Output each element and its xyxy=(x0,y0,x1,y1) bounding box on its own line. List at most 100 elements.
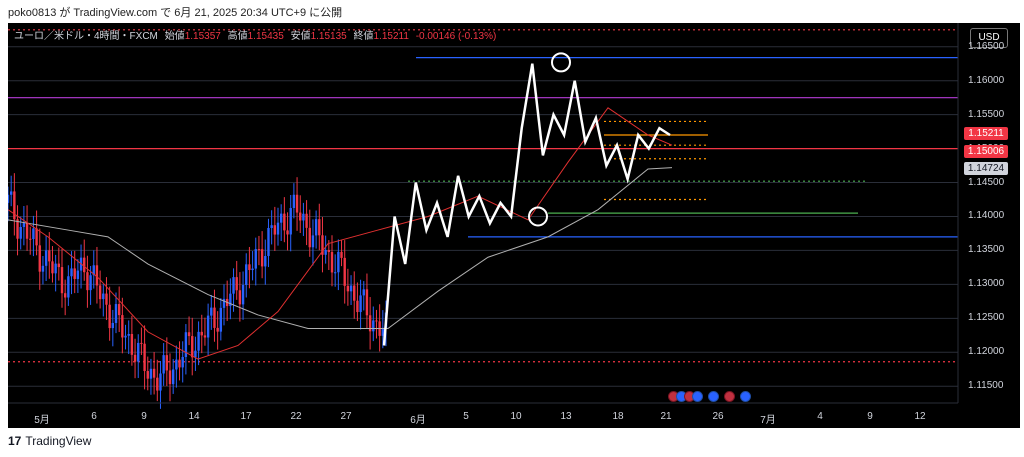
candle-body xyxy=(283,213,286,231)
candle-body xyxy=(276,222,280,235)
candle-body xyxy=(267,227,270,256)
time-tick-label: 10 xyxy=(510,411,522,422)
candle-body xyxy=(83,257,86,273)
candle-body xyxy=(349,285,353,292)
time-tick-label: 5月 xyxy=(34,415,50,426)
close-label: 終値 xyxy=(353,31,374,42)
candle-body xyxy=(127,333,130,336)
time-tick-label: 12 xyxy=(914,411,926,422)
candle-body xyxy=(213,307,216,328)
candle-body xyxy=(372,320,375,332)
close-value: 1.15211 xyxy=(373,31,409,42)
candle-body xyxy=(175,359,178,370)
swing-low-marker xyxy=(528,206,548,227)
economic-event-icon[interactable] xyxy=(692,391,703,402)
price-tick-label: 1.16000 xyxy=(968,74,1005,86)
candle-body xyxy=(60,267,64,294)
candle-body xyxy=(181,356,184,368)
candle-body xyxy=(365,289,369,316)
time-tick-label: 6 xyxy=(91,411,97,422)
candle-body xyxy=(156,377,159,391)
candle-body xyxy=(264,255,267,267)
currency-button[interactable]: USD xyxy=(970,28,1008,48)
candle-body xyxy=(152,368,156,378)
candle-body xyxy=(149,368,153,379)
candle-body xyxy=(248,264,251,271)
level-price-tag: 1.15006 xyxy=(964,144,1008,158)
candle-body xyxy=(76,270,80,279)
time-tick-label: 6月 xyxy=(410,415,426,426)
candle-body xyxy=(57,263,61,268)
candle-body xyxy=(219,307,223,332)
last-price-tag: 1.15211 xyxy=(964,127,1008,141)
fast-moving-average-line xyxy=(8,107,673,360)
candle-body xyxy=(346,285,350,292)
low-label: 安値 xyxy=(290,31,311,42)
candle-body xyxy=(245,264,248,285)
economic-event-icon[interactable] xyxy=(708,391,719,402)
candle-body xyxy=(216,327,219,332)
time-tick-label: 9 xyxy=(141,411,147,422)
candle-body xyxy=(257,249,261,251)
candle-body xyxy=(330,252,334,273)
time-tick-label: 18 xyxy=(612,411,624,422)
candle-body xyxy=(22,223,26,227)
candle-body xyxy=(32,228,35,240)
candle-body xyxy=(168,370,172,385)
time-tick-label: 9 xyxy=(867,411,873,422)
price-tick-label: 1.12500 xyxy=(968,312,1005,324)
candle-body xyxy=(197,331,200,351)
footer-brand: 17 TradingView xyxy=(8,434,91,448)
candle-body xyxy=(48,250,51,262)
candle-body xyxy=(38,245,41,272)
change-value: -0.00146 (-0.13%) xyxy=(415,31,497,42)
candle-body xyxy=(222,298,226,308)
candle-body xyxy=(340,251,343,258)
candle-body xyxy=(353,285,356,301)
candle-body xyxy=(54,263,57,274)
candle-body xyxy=(114,304,118,323)
candle-body xyxy=(178,359,181,368)
chart-svg[interactable] xyxy=(8,23,1020,428)
candle-body xyxy=(318,219,321,236)
candle-body xyxy=(206,315,210,338)
candle-body xyxy=(184,332,188,357)
candle-body xyxy=(295,194,299,213)
candle-body xyxy=(229,293,232,307)
candle-body xyxy=(289,207,292,235)
candle-body xyxy=(235,277,238,291)
time-tick-label: 17 xyxy=(240,411,252,422)
candle-body xyxy=(13,191,16,220)
candle-body xyxy=(324,250,327,255)
candle-body xyxy=(279,213,283,223)
price-tick-label: 1.16500 xyxy=(968,40,1005,52)
high-label: 高値 xyxy=(227,31,248,42)
candle-body xyxy=(241,284,245,305)
candle-body xyxy=(165,355,169,371)
chart-pane[interactable]: ユーロ／米ドル・4時間・FXCM 始値1.15357 高値1.15435 安値1… xyxy=(8,23,1020,428)
candle-body xyxy=(368,315,372,332)
brand-name: TradingView xyxy=(25,434,92,448)
candle-body xyxy=(194,350,197,358)
open-value: 1.15357 xyxy=(184,31,221,42)
time-tick-label: 5 xyxy=(463,411,469,422)
candle-body xyxy=(92,265,95,276)
time-tick-label: 26 xyxy=(712,411,724,422)
candle-body xyxy=(356,300,359,313)
economic-event-icon[interactable] xyxy=(724,391,735,402)
candle-body xyxy=(191,336,194,358)
candle-body xyxy=(41,265,45,272)
slow-moving-average-line xyxy=(8,167,673,330)
candle-body xyxy=(63,293,67,298)
candle-body xyxy=(35,228,38,246)
candle-body xyxy=(273,225,277,235)
candle-body xyxy=(343,257,346,286)
time-tick-label: 22 xyxy=(290,411,302,422)
economic-event-icon[interactable] xyxy=(740,391,751,402)
candle-body xyxy=(333,272,337,274)
candle-body xyxy=(375,320,378,322)
candle-body xyxy=(25,223,29,239)
candle-body xyxy=(187,332,191,337)
projection-path-line xyxy=(382,63,671,346)
ohlc-legend: ユーロ／米ドル・4時間・FXCM 始値1.15357 高値1.15435 安値1… xyxy=(14,27,496,42)
